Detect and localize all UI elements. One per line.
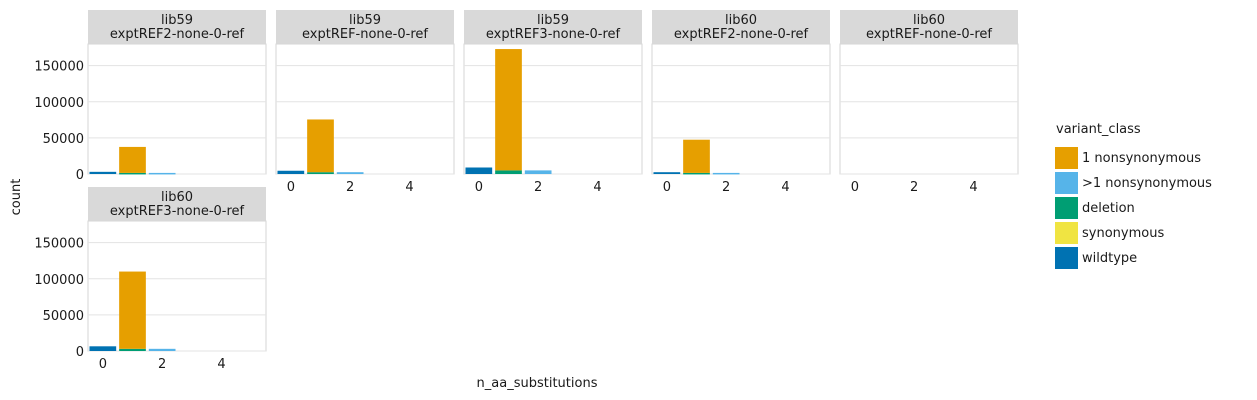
plot-area: [87, 43, 267, 175]
y-tick-label: 100000: [34, 273, 84, 288]
bar-deletion: [119, 172, 146, 175]
facet-panels: lib59exptREF2-none-0-ref0500001000001500…: [34, 10, 1019, 372]
legend-label: wildtype: [1082, 251, 1137, 266]
bar-wildtype: [277, 170, 305, 174]
y-tick-label: 100000: [34, 96, 84, 111]
bar-1-nonsynonymous: [119, 146, 146, 173]
facet-strip: [276, 10, 454, 44]
legend-label: synonymous: [1082, 226, 1164, 241]
x-tick-label: 4: [969, 180, 977, 195]
legend: 1 nonsynonymous >1 nonsynonymous deletion s…: [1055, 147, 1212, 269]
y-axis-title: count: [9, 179, 24, 216]
x-tick-label: 2: [534, 180, 542, 195]
facet-library-label: lib59: [161, 13, 193, 28]
bar-wildtype: [653, 172, 681, 174]
plot-area: [651, 43, 831, 175]
x-tick-label: 2: [346, 180, 354, 195]
facet-sample-label: exptREF-none-0-ref: [302, 27, 428, 42]
x-axis-title: n_aa_substitutions: [477, 376, 598, 391]
facet-strip: [464, 10, 642, 44]
bar-deletion: [495, 170, 522, 174]
x-tick-label: 2: [158, 357, 166, 372]
bar-1-nonsynonymous: [119, 271, 146, 349]
legend-label: 1 nonsynonymous: [1082, 151, 1201, 166]
facet-library-label: lib60: [161, 190, 193, 205]
bar-1-nonsynonymous: [307, 119, 334, 173]
x-tick-label: 4: [781, 180, 789, 195]
plot-area: [275, 43, 455, 175]
x-tick-label: 0: [475, 180, 483, 195]
bar-1-nonsynonymous: [524, 170, 552, 174]
y-tick-label: 50000: [43, 309, 84, 324]
legend-label: >1 nonsynonymous: [1082, 176, 1212, 191]
y-tick-label: 0: [76, 345, 84, 360]
plot-area: [463, 43, 643, 175]
facet-sample-label: exptREF2-none-0-ref: [110, 27, 245, 42]
legend-swatch: [1055, 172, 1078, 194]
plot-area: [87, 220, 267, 352]
bar-wildtype: [89, 346, 117, 351]
x-tick-label: 4: [217, 357, 225, 372]
bar-deletion: [683, 172, 710, 175]
legend-swatch: [1055, 197, 1078, 219]
y-tick-label: 50000: [43, 132, 84, 147]
facet-library-label: lib59: [349, 13, 381, 28]
bar-1-nonsynonymous: [683, 139, 710, 173]
bar-deletion: [119, 348, 146, 351]
y-tick-label: 0: [76, 168, 84, 183]
plot-area: [839, 43, 1019, 175]
facet-sample-label: exptREF-none-0-ref: [866, 27, 992, 42]
facet-library-label: lib60: [725, 13, 757, 28]
legend-swatch: [1055, 247, 1078, 269]
facet-strip: [88, 10, 266, 44]
x-tick-label: 2: [722, 180, 730, 195]
facet-sample-label: exptREF3-none-0-ref: [110, 204, 245, 219]
y-tick-label: 150000: [34, 60, 84, 75]
y-tick-label: 150000: [34, 237, 84, 252]
x-tick-label: 2: [910, 180, 918, 195]
facet-sample-label: exptREF3-none-0-ref: [486, 27, 621, 42]
facet-library-label: lib59: [537, 13, 569, 28]
facet-strip: [652, 10, 830, 44]
bar-1-nonsynonymous: [336, 172, 364, 174]
x-tick-label: 4: [593, 180, 601, 195]
legend-swatch: [1055, 147, 1078, 169]
x-tick-label: 0: [287, 180, 295, 195]
facet-library-label: lib60: [913, 13, 945, 28]
bar-deletion: [307, 172, 334, 174]
bar-1-nonsynonymous: [148, 348, 176, 351]
facet-sample-label: exptREF2-none-0-ref: [674, 27, 809, 42]
legend-title: variant_class: [1056, 122, 1141, 137]
x-tick-label: 4: [405, 180, 413, 195]
x-tick-label: 0: [851, 180, 859, 195]
legend-swatch: [1055, 222, 1078, 244]
bar-1-nonsynonymous: [712, 172, 740, 175]
x-tick-label: 0: [99, 357, 107, 372]
legend-label: deletion: [1082, 201, 1135, 216]
bar-wildtype: [465, 167, 493, 174]
x-tick-label: 0: [663, 180, 671, 195]
facet-strip: [840, 10, 1018, 44]
bar-1-nonsynonymous: [148, 172, 176, 175]
bar-1-nonsynonymous: [495, 49, 522, 171]
facet-strip: [88, 187, 266, 221]
bar-wildtype: [89, 171, 117, 174]
